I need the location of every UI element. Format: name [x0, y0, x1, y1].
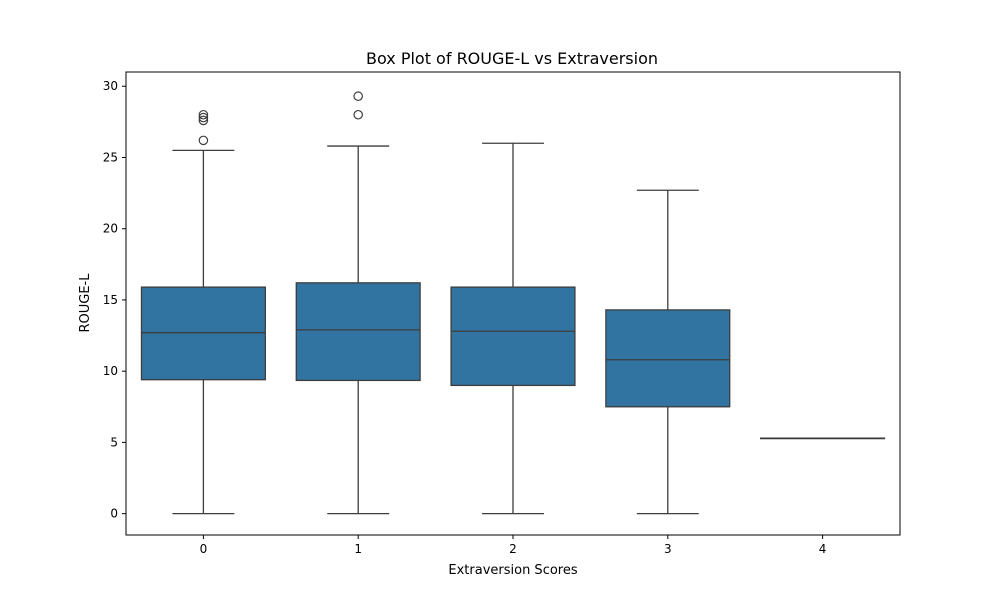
outlier-point [353, 91, 363, 102]
y-tick-label: 5 [110, 435, 118, 449]
outlier-point [353, 109, 363, 120]
outlier-point [198, 115, 209, 126]
y-tick-label: 15 [103, 293, 118, 307]
y-tick-label: 20 [103, 222, 118, 236]
box-iqr [450, 286, 576, 387]
x-tick-label: 4 [819, 542, 827, 556]
y-tick-label: 30 [103, 79, 118, 93]
x-tick-label: 2 [509, 542, 517, 556]
x-tick-label: 3 [664, 542, 672, 556]
y-tick-label: 0 [110, 507, 118, 521]
chart-title: Box Plot of ROUGE-L vs Extraversion [366, 49, 658, 68]
plot-frame [125, 71, 901, 536]
plot-area: 0 5 10 15 20 25 30 0 1 2 3 4 [103, 79, 886, 556]
y-axis-label: ROUGE-L [78, 273, 93, 333]
outlier-point [198, 109, 209, 120]
y-tick-label: 25 [103, 150, 118, 164]
box-iqr [140, 286, 266, 381]
x-axis-label: Extraversion Scores [448, 563, 577, 578]
x-tick-label: 1 [354, 542, 362, 556]
x-tick-label: 0 [200, 542, 208, 556]
box-iqr [605, 309, 731, 408]
y-tick-label: 10 [103, 364, 118, 378]
box-iqr [295, 282, 421, 382]
outlier-point [198, 135, 209, 146]
outlier-point [198, 112, 209, 123]
